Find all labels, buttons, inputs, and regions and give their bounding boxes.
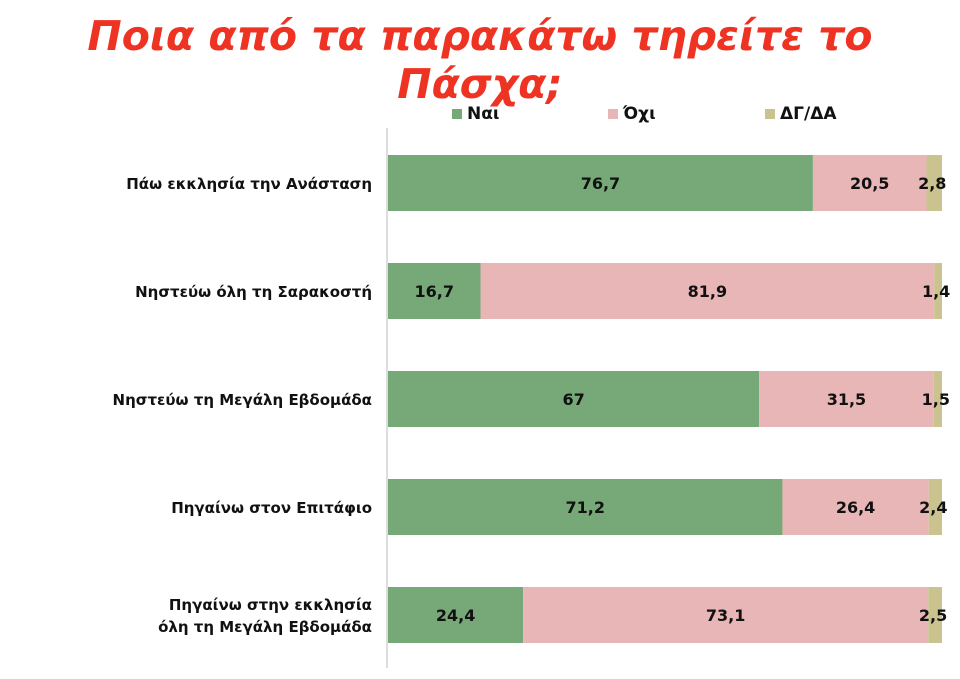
bar-segment <box>388 371 760 427</box>
data-label: 67 <box>562 390 584 409</box>
bar-segment <box>523 587 929 643</box>
legend-swatch <box>452 109 462 119</box>
bar-segment <box>388 479 783 535</box>
data-label: 26,4 <box>836 498 875 517</box>
data-label: 76,7 <box>581 174 620 193</box>
data-label: 31,5 <box>827 390 866 409</box>
legend: Ναι Όχι ΔΓ/ΔΑ <box>0 104 960 124</box>
bar-segment <box>926 155 942 211</box>
bar-segment <box>388 263 481 319</box>
data-label: 71,2 <box>565 498 604 517</box>
category-label: Πηγαίνω στην εκκλησία <box>169 596 372 614</box>
data-label: 2,4 <box>919 498 947 517</box>
bar-segment <box>928 587 942 643</box>
bar-segment <box>934 263 942 319</box>
legend-label: Ναι <box>467 104 500 124</box>
category-label: Νηστεύω τη Μεγάλη Εβδομάδα <box>113 391 372 409</box>
legend-item: Ναι <box>452 104 500 124</box>
bar-segment <box>933 371 942 427</box>
legend-item: ΔΓ/ΔΑ <box>765 104 837 124</box>
bar-segment <box>928 479 942 535</box>
bar-segment <box>388 155 813 211</box>
bar-segment <box>388 587 524 643</box>
chart-title: Ποια από τα παρακάτω τηρείτε το Πάσχα; <box>87 12 873 108</box>
bar-segment <box>480 263 935 319</box>
data-label: 2,5 <box>919 606 947 625</box>
data-label: 1,4 <box>922 282 950 301</box>
data-label: 2,8 <box>918 174 946 193</box>
data-label: 16,7 <box>415 282 454 301</box>
legend-label: ΔΓ/ΔΑ <box>780 104 837 124</box>
data-label: 73,1 <box>706 606 745 625</box>
category-label: όλη τη Μεγάλη Εβδομάδα <box>158 618 372 636</box>
category-label: Πηγαίνω στον Επιτάφιο <box>171 499 372 517</box>
legend-label: Όχι <box>623 104 656 124</box>
bar-segment <box>782 479 929 535</box>
data-label: 1,5 <box>922 390 950 409</box>
category-label: Νηστεύω όλη τη Σαρακοστή <box>135 283 372 301</box>
legend-item: Όχι <box>608 104 656 124</box>
legend-swatch <box>608 109 618 119</box>
data-label: 20,5 <box>850 174 889 193</box>
category-label: Πάω εκκλησία την Ανάσταση <box>126 175 372 193</box>
bar-segment <box>759 371 934 427</box>
data-label: 24,4 <box>436 606 475 625</box>
legend-swatch <box>765 109 775 119</box>
bar-segment <box>812 155 927 211</box>
data-label: 81,9 <box>688 282 727 301</box>
